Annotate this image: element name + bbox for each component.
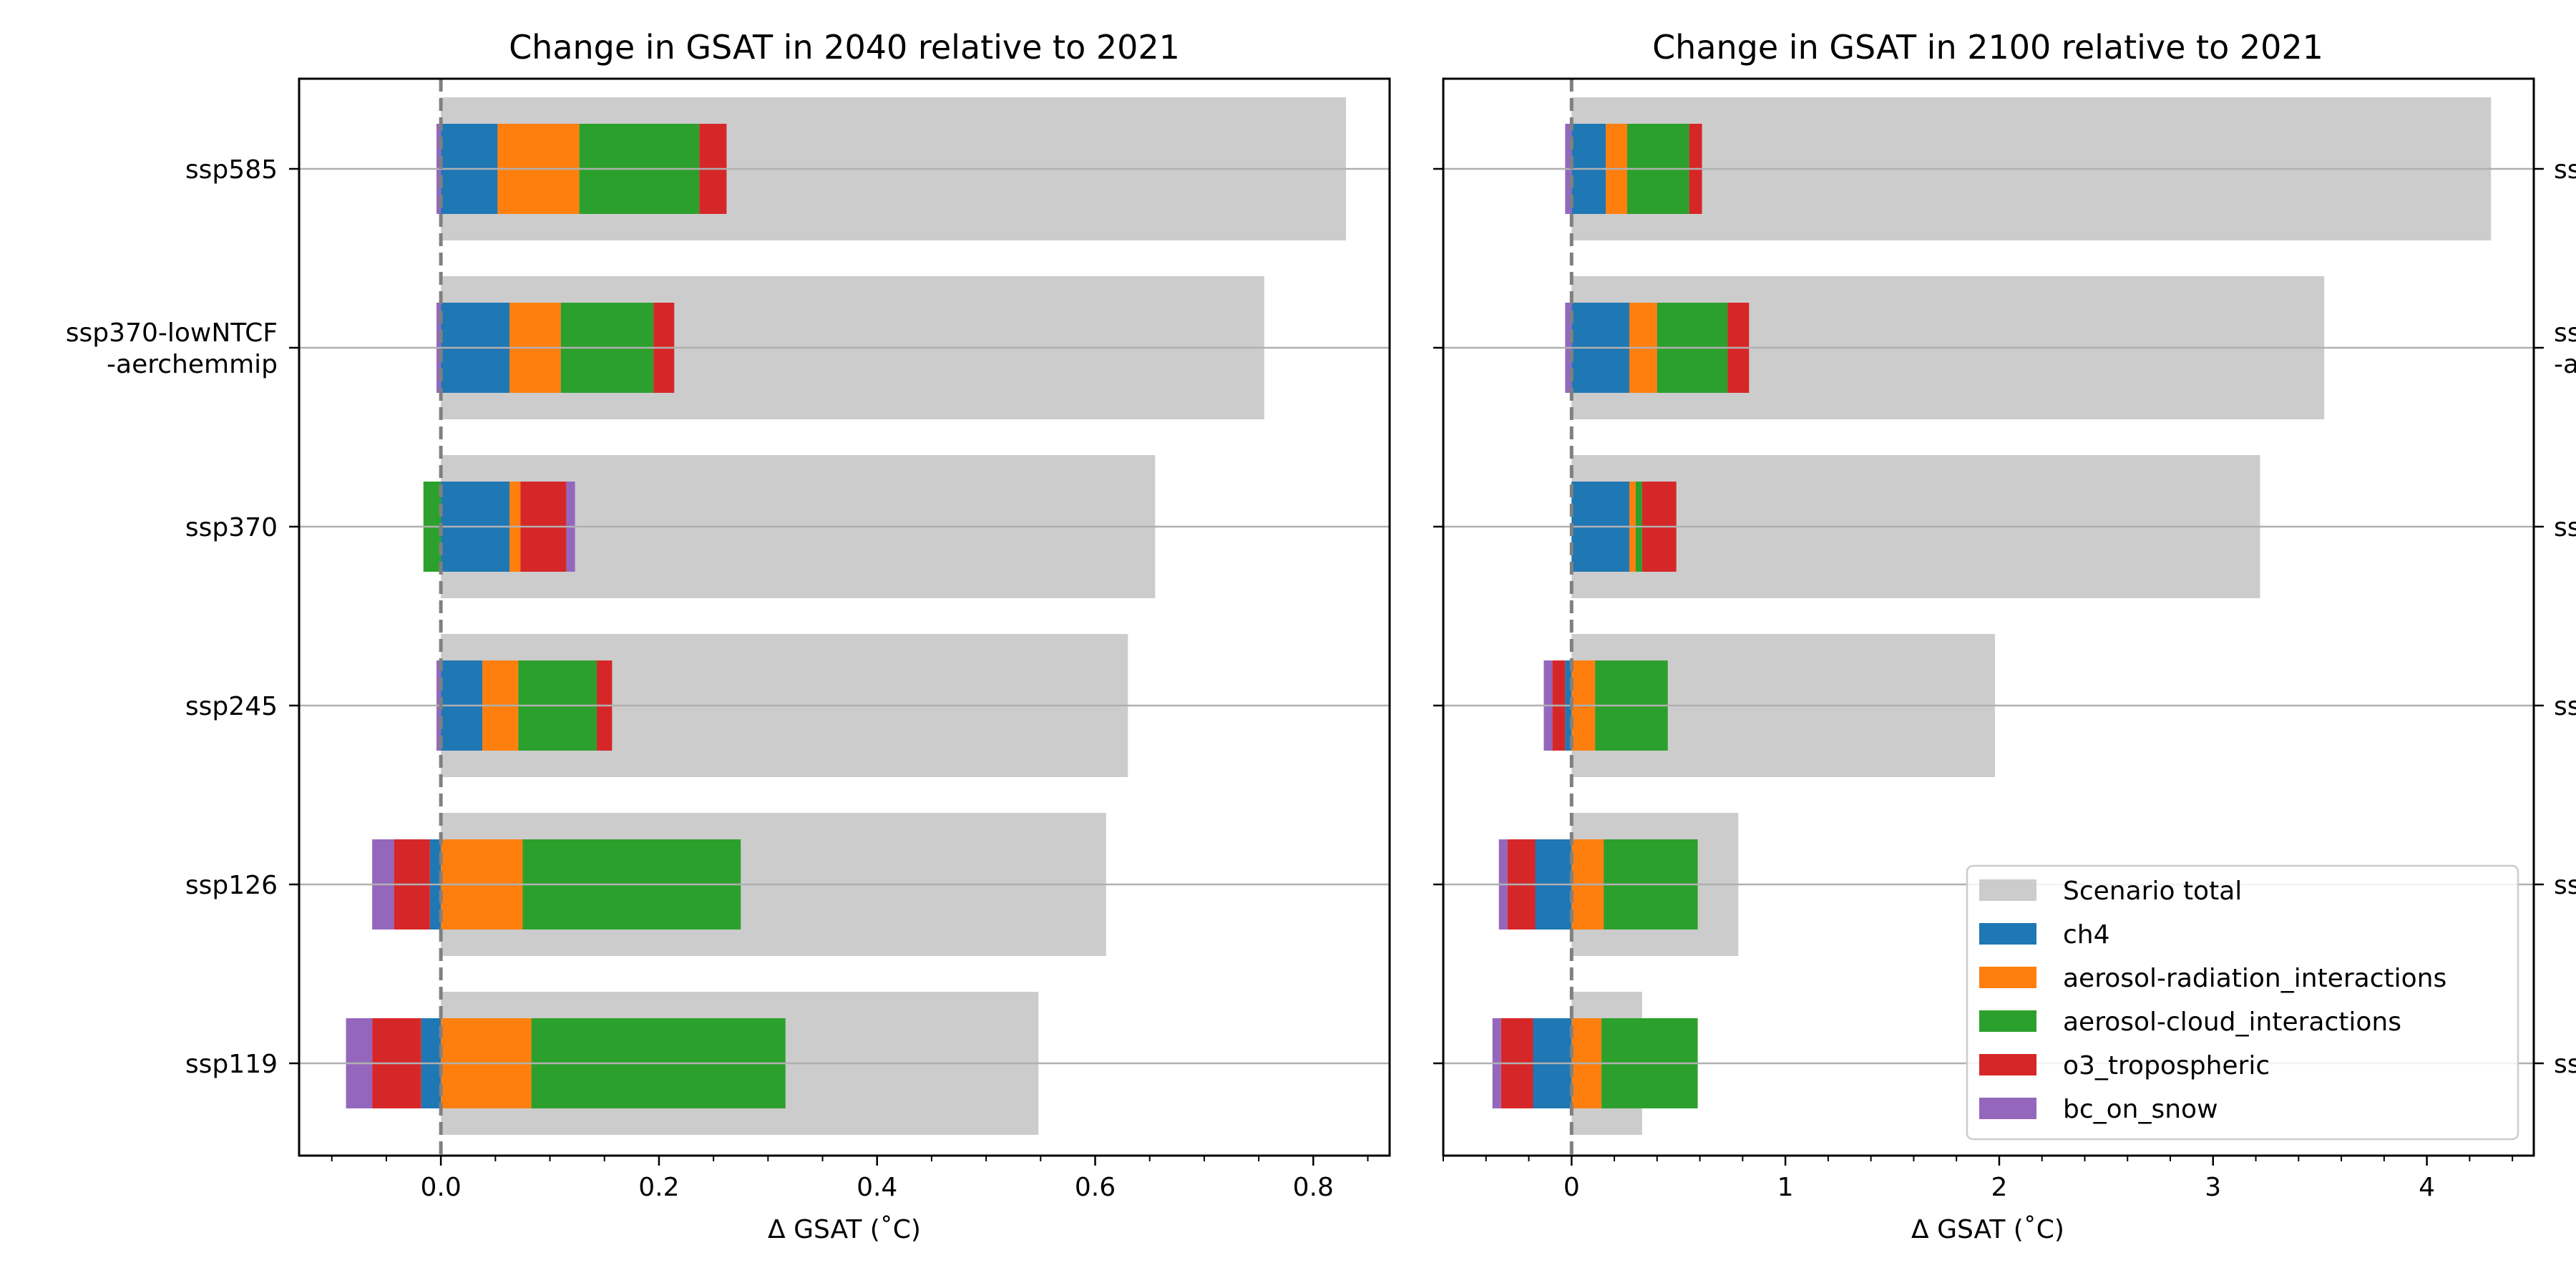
y-tick-label-line: ss bbox=[2554, 871, 2576, 900]
x-tick-label: 0.8 bbox=[1293, 1173, 1334, 1202]
legend-swatch bbox=[1979, 923, 2036, 945]
y-tick-label-clipped: ss bbox=[2554, 155, 2576, 185]
x-tick-label: 0 bbox=[1563, 1173, 1580, 1202]
y-tick-label: ssp126 bbox=[185, 871, 278, 900]
y-tick-label: ssp370-lowNTCF -aerchemmip bbox=[66, 318, 278, 379]
y-tick-label-line: ssp245 bbox=[185, 692, 278, 721]
y-tick-label-line: -a bbox=[2554, 350, 2576, 379]
panel-2100: Change in GSAT in 2100 relative to 2021 … bbox=[1433, 28, 2576, 1244]
axes-frame bbox=[1442, 77, 2535, 1157]
legend-label: aerosol-cloud_interactions bbox=[2063, 1008, 2401, 1037]
legend-swatch bbox=[1979, 1098, 2036, 1119]
legend-label: o3_tropospheric bbox=[2063, 1051, 2270, 1080]
chart-title: Change in GSAT in 2100 relative to 2021 bbox=[1652, 28, 2323, 67]
y-tick-label: ssp370 bbox=[185, 513, 278, 542]
y-tick-label-line: -aerchemmip bbox=[107, 350, 278, 379]
x-tick-label: 0.4 bbox=[857, 1173, 897, 1202]
legend-box bbox=[1966, 864, 2519, 1141]
y-tick-label-line: ss bbox=[2554, 692, 2576, 721]
y-tick-label: ssp585 bbox=[185, 155, 278, 185]
x-tick-label: 4 bbox=[2419, 1173, 2435, 1202]
y-tick-label-clipped: ss bbox=[2554, 513, 2576, 542]
y-tick-label: ssp119 bbox=[185, 1050, 278, 1079]
legend-label: bc_on_snow bbox=[2063, 1095, 2218, 1124]
y-tick-label-line: ss bbox=[2554, 513, 2576, 542]
x-tick-label: 3 bbox=[2205, 1173, 2221, 1202]
x-tick-label: 0.0 bbox=[420, 1173, 461, 1202]
y-tick-label-line: ssp119 bbox=[185, 1050, 278, 1079]
y-tick-label-clipped: ss bbox=[2554, 692, 2576, 721]
legend-swatch bbox=[1979, 1010, 2036, 1032]
y-tick-label-line: ss bbox=[2554, 155, 2576, 185]
x-tick-label: 0.6 bbox=[1075, 1173, 1116, 1202]
legend-swatch bbox=[1979, 879, 2036, 901]
y-tick-label-clipped: ss -a bbox=[2554, 318, 2576, 379]
y-tick-label-clipped: ss bbox=[2554, 871, 2576, 900]
legend-label: aerosol-radiation_interactions bbox=[2063, 964, 2446, 993]
x-axis-label: Δ GSAT (˚C) bbox=[768, 1215, 921, 1244]
legend: Scenario total ch4 aerosol-radiation_inter… bbox=[1966, 864, 2519, 1141]
chart-title: Change in GSAT in 2040 relative to 2021 bbox=[509, 28, 1180, 67]
y-tick-label-line: ss bbox=[2554, 318, 2576, 348]
x-axis-label: Δ GSAT (˚C) bbox=[1911, 1215, 2064, 1244]
y-tick-label: ssp245 bbox=[185, 692, 278, 721]
panel-2040: Change in GSAT in 2040 relative to 2021 … bbox=[66, 28, 1391, 1244]
legend-swatch bbox=[1979, 1054, 2036, 1075]
y-tick-label-line: ss bbox=[2554, 1050, 2576, 1079]
plot-area bbox=[299, 79, 1390, 1156]
y-tick-label-line: ssp126 bbox=[185, 871, 278, 900]
legend-label: Scenario total bbox=[2063, 877, 2242, 906]
x-tick-label: 0.2 bbox=[638, 1173, 679, 1202]
legend-swatch bbox=[1979, 967, 2036, 988]
axes-frame bbox=[298, 77, 1391, 1157]
x-tick-label: 2 bbox=[1991, 1173, 2007, 1202]
y-tick-label-line: ssp370 bbox=[185, 513, 278, 542]
y-tick-label-clipped: ss bbox=[2554, 1050, 2576, 1079]
x-tick-label: 1 bbox=[1777, 1173, 1794, 1202]
y-tick-label-line: ssp370-lowNTCF bbox=[66, 318, 278, 348]
legend-label: ch4 bbox=[2063, 920, 2110, 950]
y-tick-label-line: ssp585 bbox=[185, 155, 278, 185]
